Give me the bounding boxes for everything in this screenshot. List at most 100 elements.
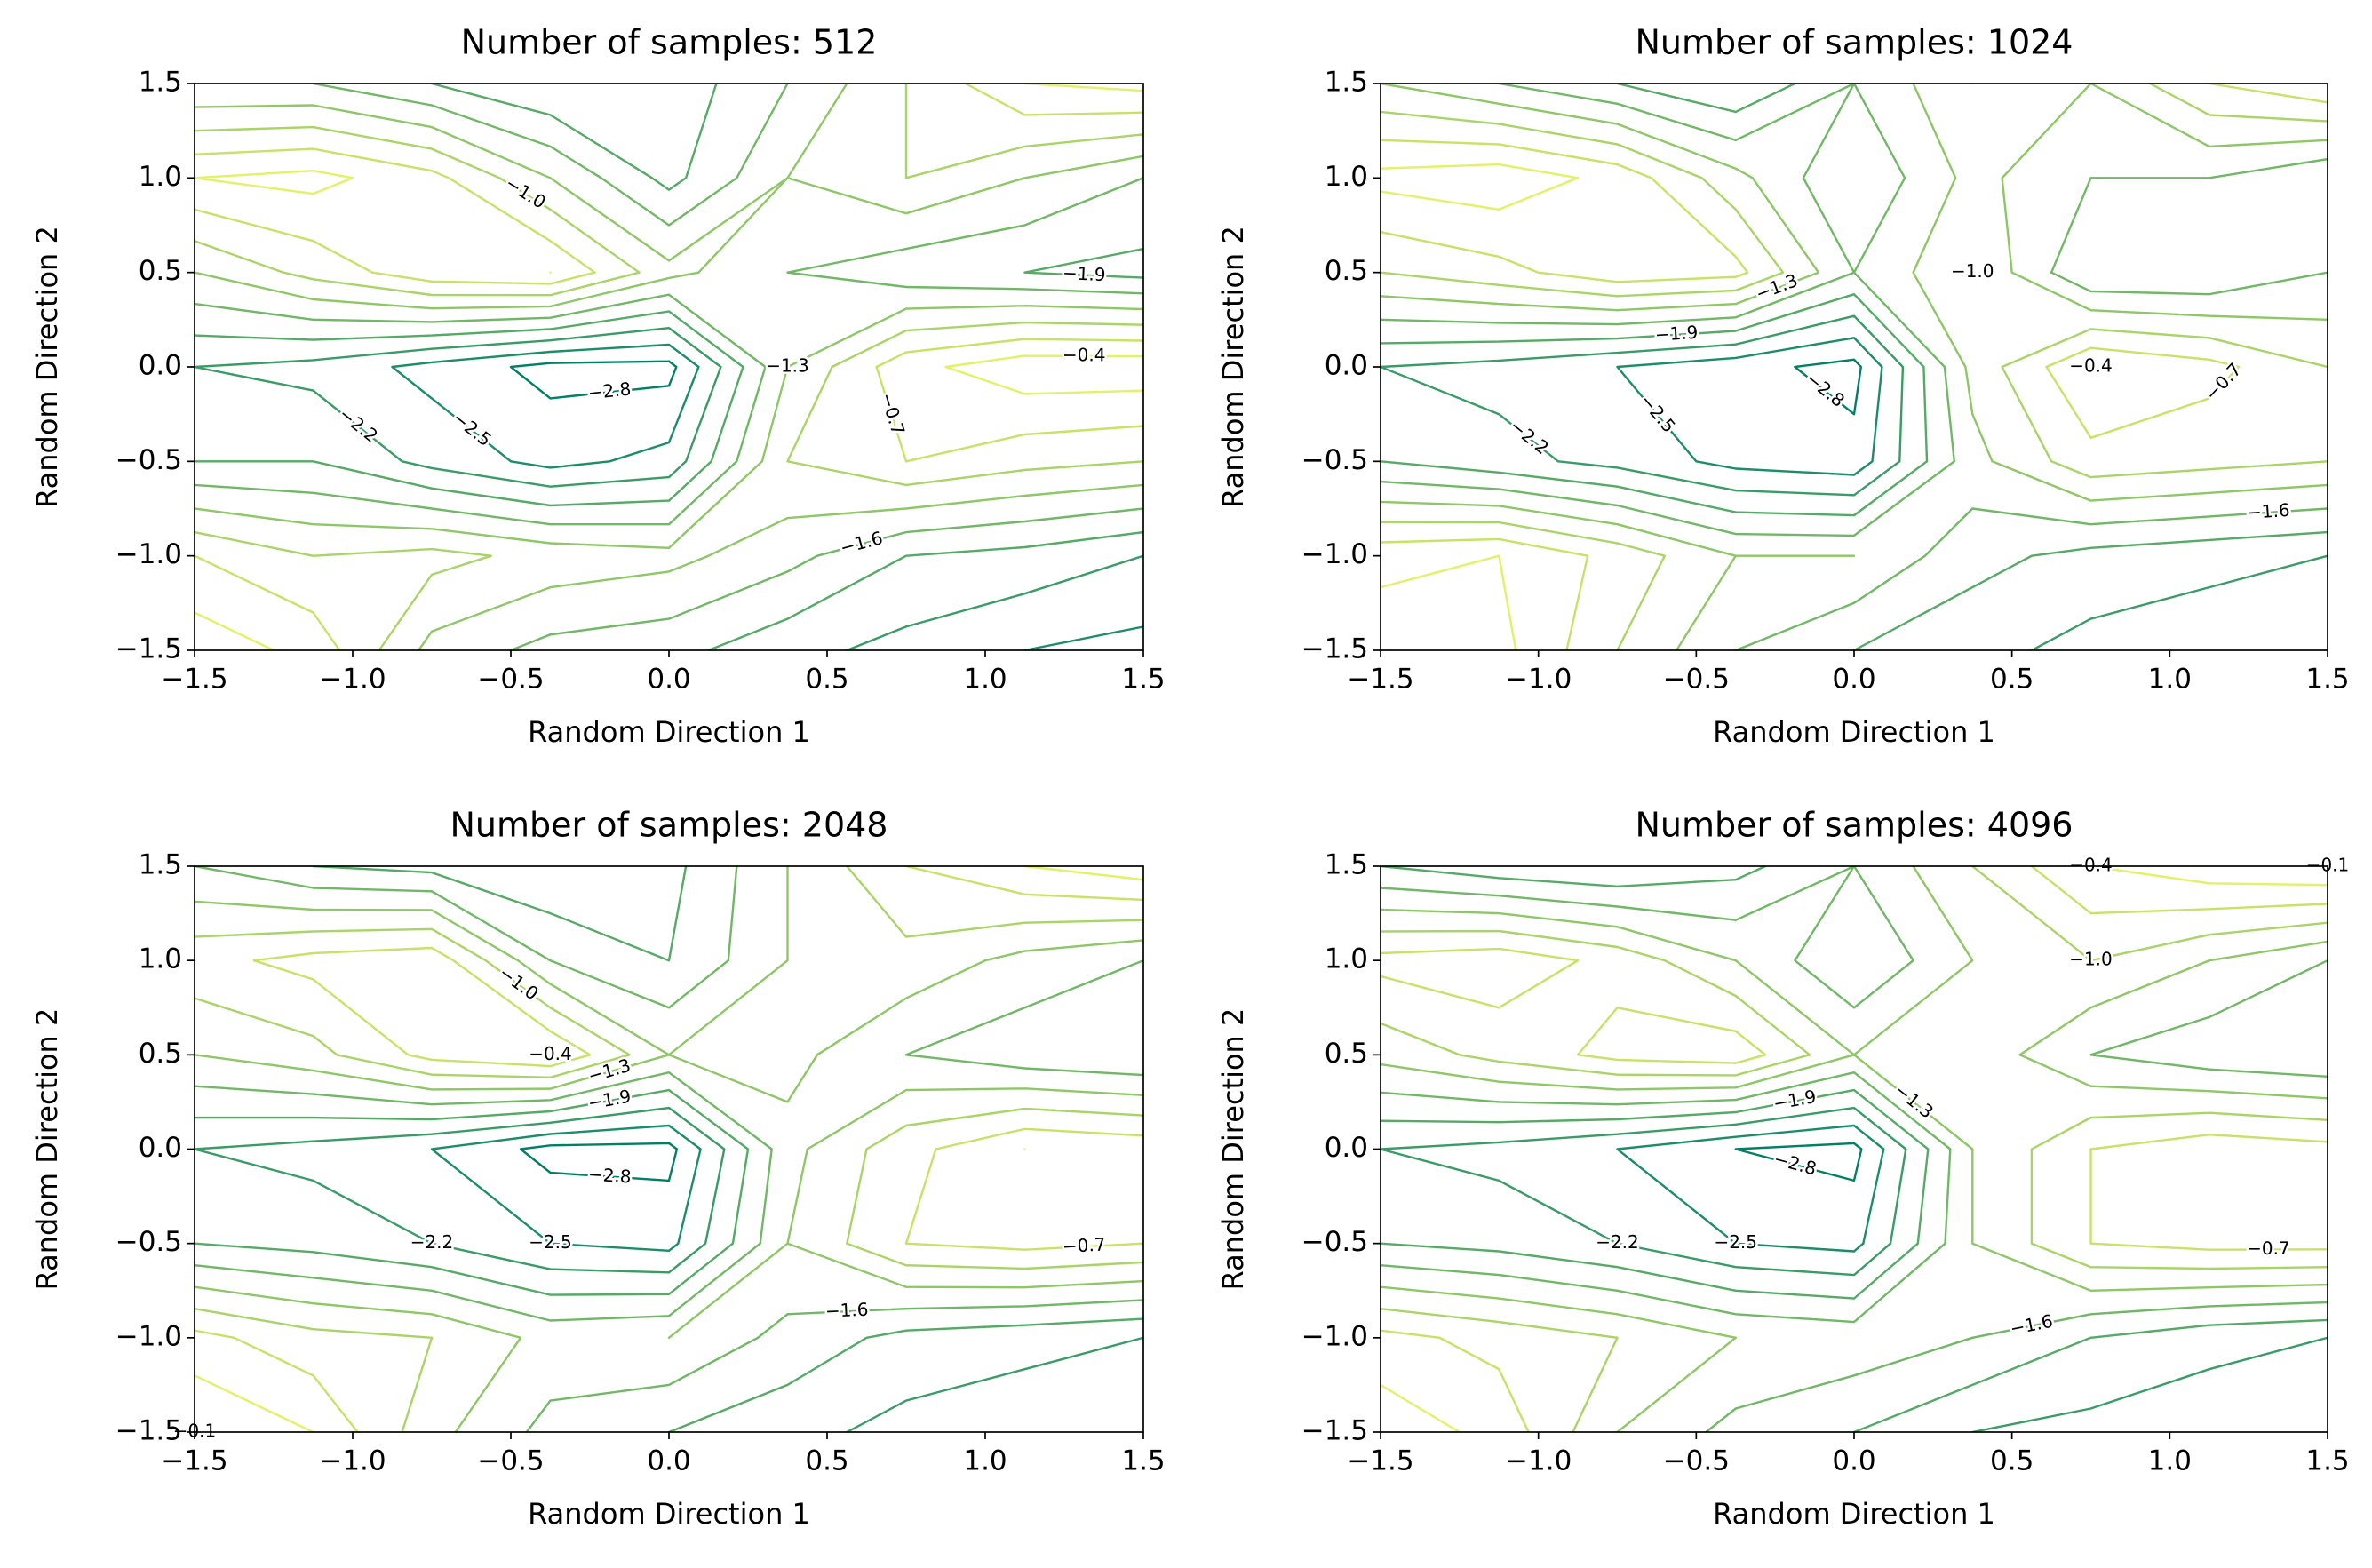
contour-line [195, 84, 1143, 650]
x-tick-label: 1.0 [2148, 664, 2192, 696]
axes-frame [194, 865, 1144, 1433]
x-tick-label: −0.5 [477, 664, 544, 696]
contour-label: −2.8 [1771, 1148, 1819, 1180]
contour-label: −1.0 [502, 172, 550, 213]
y-tick-label: 1.5 [1325, 849, 1368, 881]
y-axis-label: Random Direction 2 [30, 226, 64, 508]
x-axis-label: Random Direction 1 [1713, 715, 1995, 749]
contour-line [1381, 84, 2328, 650]
contour-lines [195, 84, 1143, 650]
y-tick-label: 0.5 [1325, 1038, 1368, 1070]
contour-line [391, 343, 1143, 650]
contour-line [1734, 1142, 1863, 1182]
y-tick-label: −1.5 [1301, 1415, 1368, 1447]
contour-label: −1.3 [766, 355, 809, 377]
subplot: −2.8−2.5−2.2−1.9−1.6−1.3−1.0−0.7−0.4−1.5… [30, 23, 1166, 750]
x-tick-label: 0.0 [1832, 1445, 1875, 1477]
contour-label: −2.2 [1596, 1231, 1639, 1253]
contour-label: −2.5 [529, 1231, 572, 1253]
contour-line [509, 360, 678, 400]
contour-line [1381, 84, 2328, 650]
contour-line [1381, 866, 2328, 1432]
y-tick-label: −0.5 [115, 1226, 182, 1258]
contour-label: −0.4 [529, 1043, 572, 1064]
y-tick-label: 0.0 [139, 350, 182, 382]
contour-line [1381, 866, 2328, 1432]
y-tick-label: 1.5 [1325, 67, 1368, 99]
x-axis-label: Random Direction 1 [528, 1497, 810, 1531]
contour-line [195, 84, 1143, 650]
x-tick-label: −1.0 [319, 664, 386, 696]
x-tick-label: 0.5 [1990, 664, 2034, 696]
contour-label: −1.6 [2008, 1310, 2054, 1340]
contour-line [195, 84, 1143, 650]
subplot: −2.8−2.5−2.2−1.9−1.6−1.3−1.0−0.7−0.4−0.1… [30, 806, 1166, 1532]
y-tick-label: 0.5 [139, 1038, 182, 1070]
contour-line [195, 327, 1143, 650]
x-tick-label: 1.5 [2305, 664, 2349, 696]
contour-line [1381, 84, 2328, 650]
chart-title: Number of samples: 2048 [450, 806, 888, 845]
contour-line [195, 866, 1143, 1432]
contour-label: −0.7 [876, 390, 909, 438]
x-tick-label: −0.5 [477, 1445, 544, 1477]
x-tick-label: 0.0 [647, 664, 690, 696]
contour-line [195, 866, 1143, 1432]
y-tick-label: −1.0 [1301, 1320, 1368, 1352]
y-tick-label: −0.5 [1301, 444, 1368, 476]
contour-label: −1.9 [1654, 322, 1699, 346]
x-tick-label: 1.0 [963, 1445, 1007, 1477]
contour-label: −0.4 [1063, 344, 1106, 365]
contour-line [1381, 314, 2328, 650]
y-tick-label: −1.0 [115, 1320, 182, 1352]
x-tick-label: 1.0 [963, 664, 1007, 696]
subplot: −2.8−2.5−2.2−1.9−1.6−1.3−1.0−0.7−0.4−1.5… [1216, 23, 2350, 750]
contour-label: −1.6 [824, 1299, 869, 1322]
contour-label: −1.0 [1951, 260, 1994, 282]
contour-line [1381, 866, 2328, 1432]
x-tick-label: 1.5 [1121, 664, 1165, 696]
x-tick-label: 1.5 [1121, 1445, 1165, 1477]
contour-line [430, 1124, 702, 1252]
axes-frame [194, 83, 1144, 651]
contour-label: −1.9 [1063, 262, 1107, 285]
x-tick-label: −1.5 [1347, 664, 1413, 696]
y-tick-label: −1.5 [115, 1415, 182, 1447]
axes-frame [1380, 865, 2328, 1433]
contour-label: −2.2 [410, 1231, 454, 1253]
y-axis-label: Random Direction 2 [1216, 226, 1250, 508]
chart-title: Number of samples: 1024 [1636, 23, 2074, 62]
y-tick-label: −1.0 [115, 538, 182, 570]
x-tick-label: −0.5 [1663, 664, 1730, 696]
contour-line [1794, 358, 1862, 416]
contour-label: −2.8 [587, 1163, 632, 1187]
subplot: −2.8−2.5−2.2−1.9−1.6−1.3−1.0−0.7−0.4−0.1… [1216, 806, 2352, 1532]
x-tick-label: −0.5 [1663, 1445, 1730, 1477]
x-axis-label: Random Direction 1 [528, 715, 810, 749]
contour-line [1381, 866, 2328, 1432]
contour-line [1616, 1124, 1885, 1253]
y-tick-label: −0.5 [115, 444, 182, 476]
y-tick-label: 0.0 [1325, 350, 1368, 382]
x-tick-label: 0.5 [1990, 1445, 2034, 1477]
contour-line [1381, 84, 2328, 650]
contour-line [195, 866, 1143, 1432]
contour-label: −0.4 [2069, 355, 2113, 377]
y-tick-label: 0.0 [139, 1132, 182, 1164]
contour-label: −0.7 [2201, 359, 2246, 405]
y-tick-label: 1.0 [139, 161, 182, 193]
contour-labels: −2.8−2.5−2.2−1.9−1.6−1.3−1.0−0.7−0.4−0.1 [171, 959, 1108, 1444]
x-tick-label: 1.5 [2305, 1445, 2349, 1477]
contour-line [1381, 84, 2328, 650]
contour-line [195, 866, 1143, 1432]
x-tick-label: −1.0 [319, 1445, 386, 1477]
contour-label: −2.5 [1714, 1231, 1757, 1253]
contour-line [1381, 1106, 2328, 1432]
contour-line [519, 1142, 679, 1182]
x-tick-label: −1.5 [161, 1445, 227, 1477]
y-tick-label: 1.5 [139, 849, 182, 881]
contour-label: −0.7 [2247, 1238, 2290, 1259]
y-tick-label: 0.0 [1325, 1132, 1368, 1164]
chart-title: Number of samples: 4096 [1636, 806, 2074, 845]
